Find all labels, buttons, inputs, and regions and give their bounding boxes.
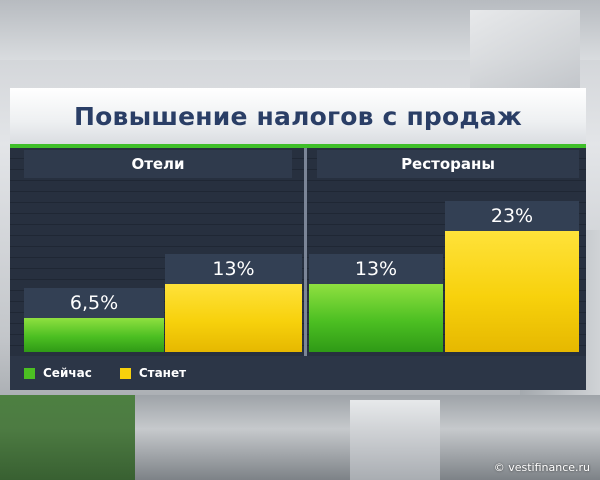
background-green-panel bbox=[0, 395, 135, 480]
label-box-hotels-later: 13% bbox=[165, 254, 302, 284]
bar-restaurants-later bbox=[445, 231, 579, 352]
value-label-restaurants-later: 23% bbox=[490, 205, 534, 227]
label-box-restaurants-later: 23% bbox=[445, 201, 579, 231]
bar-hotels-later bbox=[165, 284, 302, 352]
background-light-block bbox=[470, 10, 580, 100]
watermark: © vestifinance.ru bbox=[493, 461, 590, 474]
chart-card: Повышение налогов с продаж Отели Рестора… bbox=[10, 88, 586, 390]
category-label-restaurants: Рестораны bbox=[401, 155, 495, 173]
legend-label-later: Станет bbox=[138, 366, 187, 380]
legend-item-later: Станет bbox=[119, 366, 187, 380]
background-white-block bbox=[350, 400, 440, 480]
label-box-hotels-now: 6,5% bbox=[24, 288, 164, 318]
value-label-hotels-now: 6,5% bbox=[69, 292, 119, 314]
category-header-hotels: Отели bbox=[24, 150, 292, 178]
title-bar: Повышение налогов с продаж bbox=[10, 88, 586, 148]
legend-swatch-later bbox=[119, 367, 131, 379]
label-box-restaurants-now: 13% bbox=[309, 254, 443, 284]
legend-label-now: Сейчас bbox=[43, 366, 92, 380]
category-label-hotels: Отели bbox=[131, 155, 185, 173]
legend: Сейчас Станет bbox=[10, 356, 586, 390]
category-header-restaurants: Рестораны bbox=[317, 150, 579, 178]
bar-hotels-now bbox=[24, 318, 164, 352]
value-label-restaurants-now: 13% bbox=[354, 258, 398, 280]
chart-title: Повышение налогов с продаж bbox=[74, 101, 522, 131]
category-divider bbox=[304, 148, 307, 356]
legend-item-now: Сейчас bbox=[24, 366, 92, 380]
legend-swatch-now bbox=[24, 367, 35, 379]
value-label-hotels-later: 13% bbox=[212, 258, 255, 280]
bar-restaurants-now bbox=[309, 284, 443, 352]
